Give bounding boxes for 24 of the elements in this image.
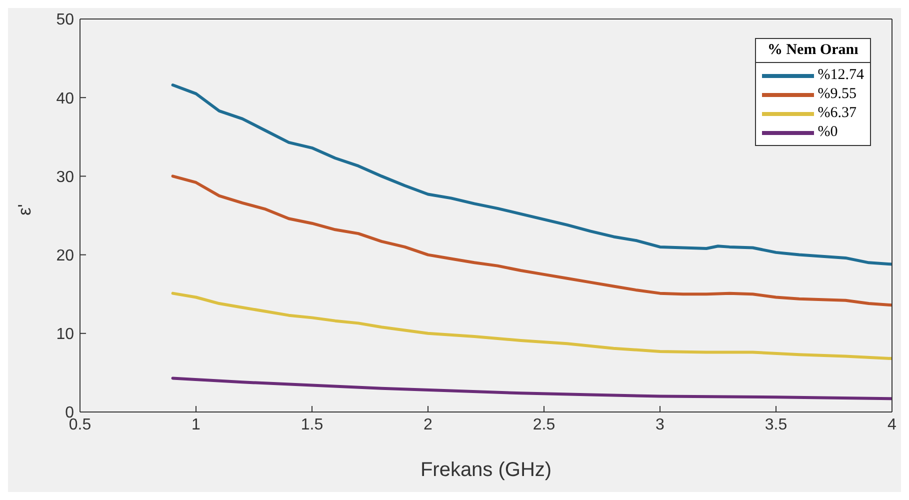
x-axis-title: Frekans (GHz) <box>420 459 552 481</box>
y-axis-title: ε' <box>14 204 34 216</box>
x-tick-label: 1.5 <box>300 416 324 434</box>
y-tick-label: 10 <box>56 326 74 344</box>
y-tick-label: 30 <box>56 168 74 186</box>
y-tick-label: 20 <box>56 247 74 264</box>
x-tick-label: 4 <box>888 416 897 434</box>
x-tick-label: 3.5 <box>764 416 788 434</box>
legend-title: % Nem Oranı <box>756 39 870 63</box>
legend-label: %9.55 <box>818 86 856 103</box>
line-series <box>171 292 892 360</box>
line-series <box>171 376 892 400</box>
x-tick-label: 2.5 <box>532 416 556 434</box>
legend-label: %12.74 <box>818 67 864 84</box>
line-series <box>171 174 892 307</box>
x-tick-label: 0.5 <box>68 416 92 434</box>
y-tick-label: 50 <box>56 12 74 29</box>
x-tick-label: 3 <box>656 416 665 434</box>
x-tick-label: 1 <box>192 416 201 434</box>
y-tick-label: 40 <box>56 90 74 108</box>
line-series <box>171 84 892 266</box>
legend-label: %0 <box>818 124 838 141</box>
x-tick-label: 2 <box>424 416 433 434</box>
legend-label: %6.37 <box>818 105 856 122</box>
